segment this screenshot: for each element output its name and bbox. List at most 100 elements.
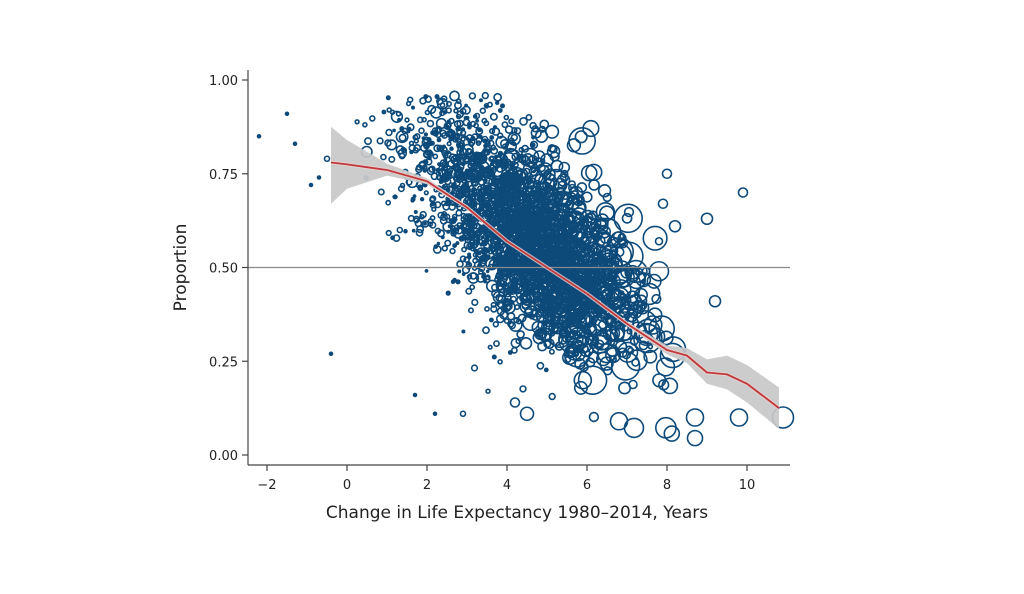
scatter-point [621,212,633,224]
scatter-point [549,223,558,232]
scatter-point [589,260,606,277]
scatter-point [507,320,515,328]
scatter-point [552,306,564,318]
scatter-point [486,101,493,108]
scatter-point [442,175,450,183]
scatter-point [482,186,489,192]
scatter-point [419,197,425,202]
scatter-point [495,248,503,256]
scatter-point [567,346,575,354]
scatter-point-outlier [686,429,704,447]
y-axis-title: Proportion [171,224,191,312]
scatter-point [470,364,479,372]
scatter-point [570,244,584,257]
scatter-point [456,128,463,136]
scatter-point [444,239,452,247]
scatter-point [642,315,663,335]
scatter-point [538,162,553,176]
scatter-point [510,276,518,284]
scatter-point [547,314,555,323]
scatter-point [397,148,408,159]
scatter-point [446,141,452,147]
scatter-point [551,323,557,329]
scatter-point [537,217,550,229]
scatter-point-outlier [729,408,749,427]
scatter-point [495,153,509,167]
scatter-point [536,283,547,294]
scatter-point [430,106,443,119]
scatter-point [473,202,481,211]
scatter-point [543,340,552,349]
scatter-point-outlier [459,410,467,418]
scatter-point [549,151,560,162]
scatter-point [354,119,360,125]
scatter-point [424,268,429,273]
scatter-point [499,273,516,290]
scatter-point-outlier [700,212,714,226]
scatter-point [504,303,512,311]
scatter-point [390,235,396,241]
scatter-point [490,283,499,292]
scatter-point [388,155,396,163]
x-tick-label: 4 [503,478,511,493]
y-tick-label: 0.25 [209,355,238,370]
scatter-point [493,187,501,195]
scatter-point [432,153,439,160]
scatter-point [436,241,441,246]
scatter-point [453,101,462,110]
scatter-point [473,222,481,230]
scatter-point [493,205,498,210]
scatter-point [623,206,635,218]
scatter-point [460,127,466,132]
scatter-point [457,145,465,153]
scatter-point [548,392,556,401]
scatter-point [499,310,509,320]
scatter-point [441,132,448,139]
scatter-point [533,150,546,163]
scatter-point [549,281,555,288]
scatter-point [470,168,477,175]
scatter-point [548,348,555,355]
scatter-point [542,178,556,192]
scatter-point [495,100,500,106]
scatter-point [504,293,512,301]
scatter-point [558,161,571,174]
scatter-point [502,281,508,287]
scatter-point [475,118,480,123]
scatter-point [488,317,494,323]
scatter-point [484,305,490,312]
scatter-point [386,139,398,151]
scatter-point [429,195,437,203]
scatter-point [467,252,472,257]
scatter-point [490,301,497,308]
scatter-point [491,262,497,268]
scatter-point-outlier [432,411,438,417]
scatter-point [521,293,532,304]
confidence-band-layer [331,126,779,429]
scatter-point [424,109,431,116]
scatter-point [560,325,573,338]
scatter-point-outlier [256,133,262,139]
scatter-point [517,284,530,296]
scatter-point [467,218,473,224]
scatter-point [489,112,498,121]
scatter-point [457,269,462,274]
scatter-point [502,300,516,315]
scatter-point [550,287,568,305]
y-tick-label: 1.00 [209,74,238,89]
scatter-point [423,132,429,137]
scatter-point [647,307,663,323]
scatter-point [479,107,486,114]
scatter-point [397,185,405,193]
scatter-point [455,98,462,105]
scatter-point [455,241,460,246]
scatter-point [520,155,532,167]
scatter-point [455,209,463,217]
scatter-point [472,114,478,119]
scatter-point [406,123,415,132]
scatter-point [413,133,421,140]
scatter-point [588,222,597,231]
scatter-point [448,218,453,223]
scatter-point [441,164,448,172]
scatter-point [497,358,503,365]
